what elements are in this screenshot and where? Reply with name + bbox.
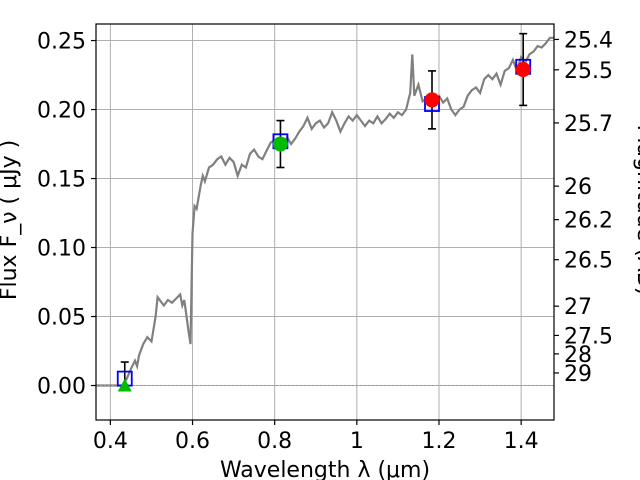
y2-tick-label: 27 [564, 295, 592, 320]
y2-tick-label: 25.4 [564, 28, 613, 53]
y2-tick-label: 26 [564, 175, 592, 200]
sed-line [96, 36, 554, 387]
x-tick-label: 1.2 [421, 429, 456, 454]
y2-tick-label: 25.7 [564, 112, 613, 137]
y-tick-label: 0.05 [37, 306, 86, 331]
y-tick-label: 0.25 [37, 30, 86, 55]
y2-tick-label: 29 [564, 362, 592, 387]
y-tick-label: 0.20 [37, 99, 86, 124]
x-tick-label: 0.8 [257, 429, 292, 454]
axes-frame [95, 23, 555, 421]
green-triangle-point [117, 378, 132, 392]
y2-tick-label: 28 [564, 343, 592, 368]
x-axis-ticks: 0.4 0.6 0.8 1 1.2 1.4 [93, 420, 539, 454]
y2-tick-label: 27.5 [564, 324, 613, 349]
grid-lines [96, 24, 554, 420]
y-tick-label: 0.00 [37, 375, 86, 400]
axes-border [95, 23, 555, 421]
x-tick-label: 1.4 [504, 429, 539, 454]
y-tick-label: 0.10 [37, 237, 86, 262]
y2-tick-label: 25.5 [564, 59, 613, 84]
y-axis-ticks: 0.00 0.05 0.10 0.15 0.20 0.25 [37, 30, 96, 400]
x-axis-label: Wavelength λ (μm) [220, 458, 430, 480]
plot-area [96, 32, 554, 392]
y2-axis-label: Magnitude (AB) [632, 125, 640, 296]
red-circle-point [424, 92, 440, 108]
green-circle-point [272, 136, 288, 152]
y-axis-label: Flux F_ν ( μJy ) [0, 140, 22, 300]
red-circle-point [515, 62, 531, 78]
x-tick-label: 0.4 [93, 429, 128, 454]
x-tick-label: 0.6 [175, 429, 210, 454]
y-tick-label: 0.15 [37, 168, 86, 193]
y2-tick-label: 26.2 [564, 209, 613, 234]
x-tick-label: 1 [350, 429, 364, 454]
y2-tick-label: 26.5 [564, 249, 613, 274]
